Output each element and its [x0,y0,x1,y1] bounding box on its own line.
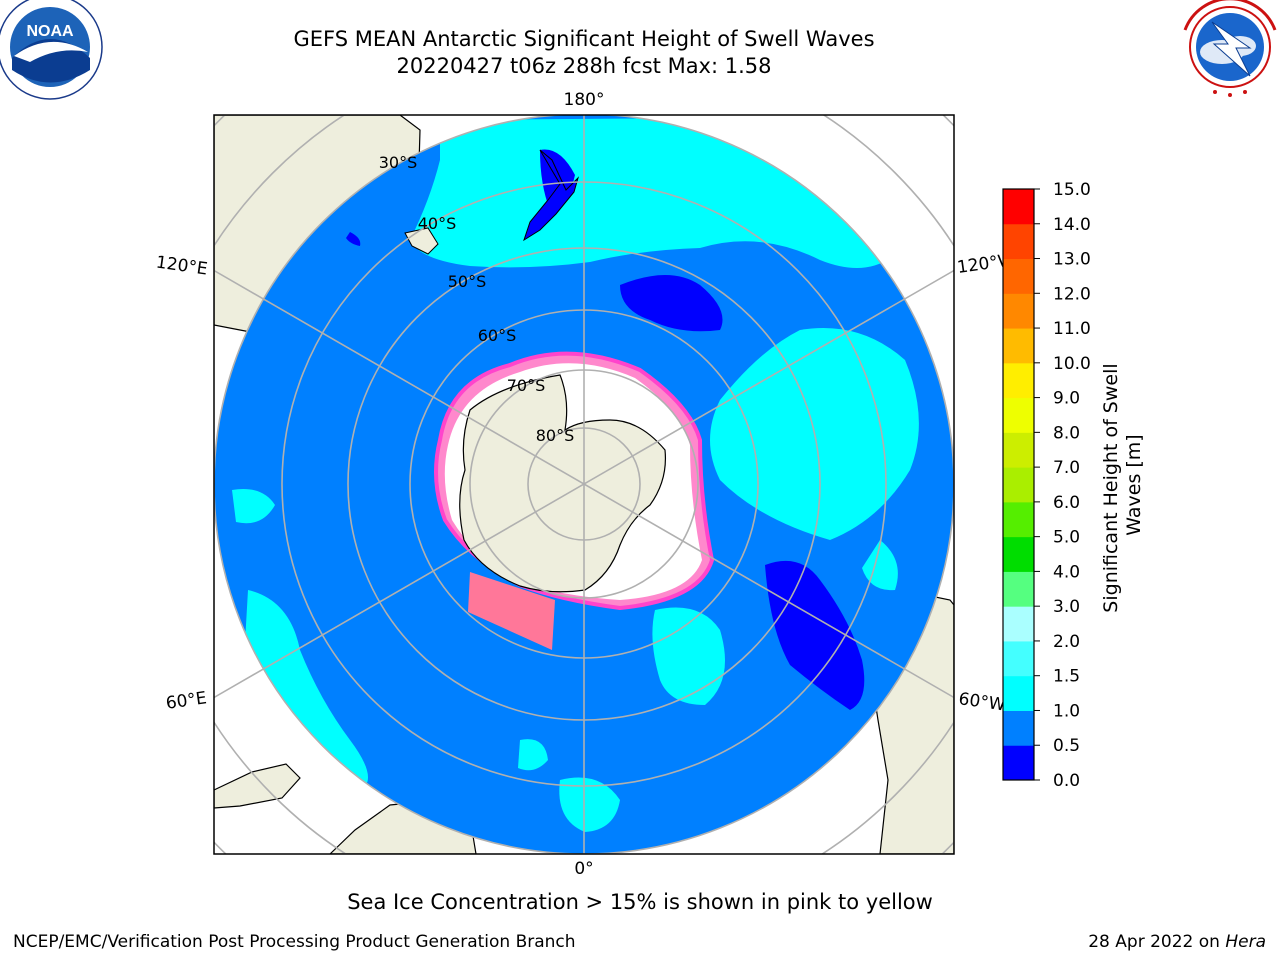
colorbar-segment [1003,432,1034,468]
map-area [214,115,954,854]
colorbar-border [1002,188,1035,781]
lon-label-60w: 60°W [957,689,1006,715]
colorbar-tick-label: 10.0 [1053,354,1091,374]
colorbar [1002,188,1035,781]
antarctica-landmass [459,374,667,593]
colorbar-tick-label: 5.0 [1053,528,1080,548]
madagascar-landmass [214,763,301,809]
colorbar-segment [1003,362,1034,399]
colorbar-segment [1003,223,1034,260]
colorbar-segment [1003,328,1034,364]
lon-label-180: 180° [564,90,605,110]
colorbar-tick-label: 0.0 [1053,771,1080,791]
colorbar-tick-label: 15.0 [1053,180,1091,200]
colorbar-segment [1003,710,1034,746]
sea-ice-weddell [468,572,555,650]
chart-subtitle: 20220427 t06z 288h fcst Max: 1.58 [396,54,772,78]
colorbar-tick-label: 14.0 [1053,215,1091,235]
noaa-logo-text: NOAA [26,23,74,40]
lat-label-80s: 80°S [536,426,575,445]
lon-label-60e: 60°E [165,688,208,713]
chart-title: GEFS MEAN Antarctic Significant Height o… [293,27,875,51]
colorbar-tick-label: 2.0 [1053,632,1080,652]
lon-label-120e: 120°E [155,253,209,280]
colorbar-segment [1003,501,1034,538]
colorbar-title-line1: Significant Height of Swell [1100,363,1122,612]
colorbar-tick-label: 8.0 [1053,423,1080,443]
noaa-logo: NOAA [0,0,103,100]
colorbar-tick-label: 9.0 [1053,389,1080,409]
lat-label-50s: 50°S [448,272,487,291]
colorbar-segment [1003,536,1034,572]
new-zealand-landmass [523,149,580,242]
colorbar-title-line2: Waves [m] [1123,434,1145,535]
run-date-text: 28 Apr 2022 on [1088,932,1226,952]
lat-label-70s: 70°S [507,376,546,395]
colorbar-tick-label: 11.0 [1053,319,1091,339]
colorbar-segment [1003,675,1034,711]
colorbar-segment [1003,189,1034,225]
colorbar-segment [1003,745,1034,781]
colorbar-segment [1003,640,1034,677]
colorbar-tick-label: 4.0 [1053,562,1080,582]
graticule [214,115,954,854]
colorbar-segment [1003,467,1034,503]
colorbar-segment [1003,397,1034,433]
colorbar-segment [1003,293,1034,329]
colorbar-tick-label: 3.0 [1053,597,1080,617]
credit-line: NCEP/EMC/Verification Post Processing Pr… [13,932,576,952]
sea-ice-caption: Sea Ice Concentration > 15% is shown in … [347,890,933,914]
colorbar-title: Significant Height of Swell Waves [m] [1100,357,1145,612]
run-date: 28 Apr 2022 on Hera [1088,932,1266,952]
colorbar-tick-label: 1.0 [1053,701,1080,721]
map-frame [213,114,955,855]
colorbar-ticks: 0.0 0.5 1.0 1.5 2.0 3.0 4.0 5.0 6.0 7.0 8.0 9.0 10.0… [1034,180,1091,791]
lon-label-0: 0° [574,859,593,879]
colorbar-tick-label: 1.5 [1053,667,1080,687]
run-machine: Hera [1225,932,1266,952]
colorbar-segment [1003,606,1034,642]
colorbar-tick-label: 12.0 [1053,284,1091,304]
colorbar-segment [1003,571,1034,607]
colorbar-segment [1003,258,1034,294]
colorbar-tick-label: 0.5 [1053,736,1080,756]
lat-label-30s: 30°S [379,153,418,172]
colorbar-tick-label: 6.0 [1053,493,1080,513]
lat-label-60s: 60°S [478,326,517,345]
lat-label-40s: 40°S [418,214,457,233]
colorbar-tick-label: 13.0 [1053,250,1091,270]
nws-logo [1178,0,1280,99]
colorbar-tick-label: 7.0 [1053,458,1080,478]
